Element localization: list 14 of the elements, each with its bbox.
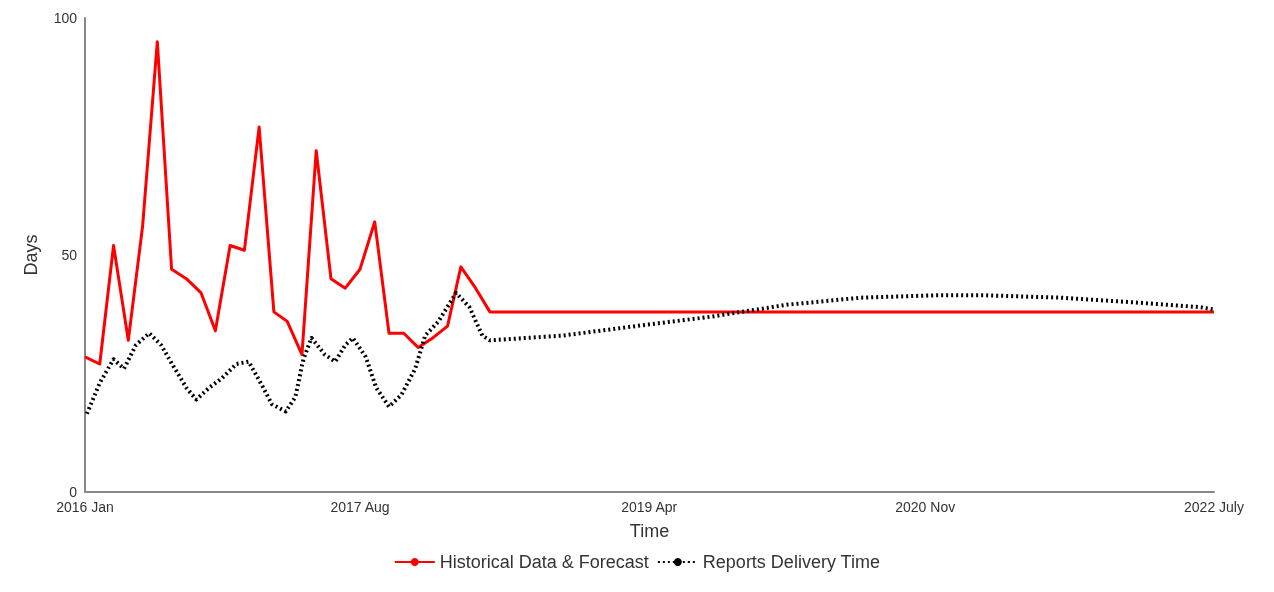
x-tick-label: 2019 Apr bbox=[621, 499, 678, 515]
line-series bbox=[83, 40, 1216, 366]
x-axis-title: Time bbox=[629, 521, 670, 541]
x-tick-label: 2022 July bbox=[1184, 499, 1244, 515]
y-axis-title: Days bbox=[21, 234, 41, 276]
line-series bbox=[84, 290, 1216, 416]
y-tick-label: 0 bbox=[69, 484, 78, 500]
legend-label: Reports Delivery Time bbox=[702, 552, 880, 572]
x-tick-label: 2017 Aug bbox=[330, 499, 390, 515]
y-tick-label: 100 bbox=[53, 10, 78, 26]
legend-label: Historical Data & Forecast bbox=[439, 552, 649, 572]
x-tick-label: 2020 Nov bbox=[895, 499, 956, 515]
y-tick-label: 50 bbox=[61, 247, 78, 263]
x-tick-label: 2016 Jan bbox=[56, 499, 114, 515]
